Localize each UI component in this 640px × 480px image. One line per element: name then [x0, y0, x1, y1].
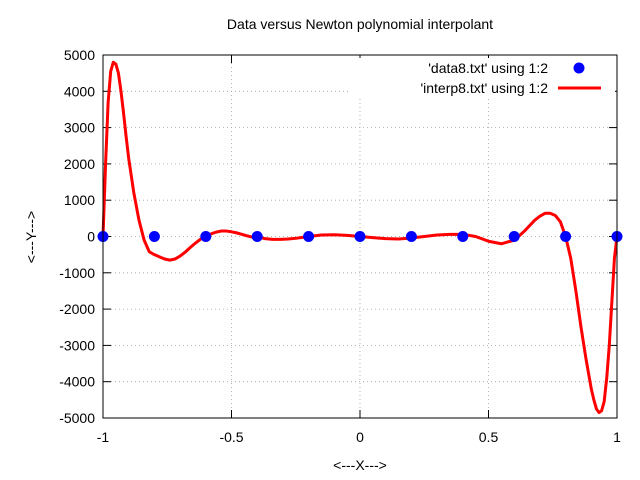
- plot-frame: [102, 54, 618, 419]
- x-tick-label: -1: [97, 429, 110, 445]
- legend: 'data8.txt' using 1:2 'interp8.txt' using…: [350, 58, 615, 98]
- y-tick-label: -4000: [59, 374, 95, 390]
- x-tick-label: -0.5: [219, 429, 243, 445]
- data-point: [148, 231, 160, 242]
- data-point: [508, 231, 520, 242]
- data-point: [354, 231, 366, 242]
- axes: -1 -0.5 0 0.5 1 -5000 -4000 -3000 -2000 -1000 0 100…: [59, 47, 621, 445]
- y-tick-label: 1000: [64, 192, 95, 208]
- data-point: [457, 231, 469, 242]
- y-axis-label: <---Y--->: [23, 211, 39, 263]
- y-tick-label: -1000: [59, 265, 95, 281]
- y-tick-label: 5000: [64, 47, 95, 63]
- chart-title: Data versus Newton polynomial interpolan…: [227, 16, 493, 32]
- y-tick-label: -3000: [59, 337, 95, 353]
- legend-label-data: 'data8.txt' using 1:2: [428, 60, 548, 76]
- legend-label-interp: 'interp8.txt' using 1:2: [420, 80, 548, 96]
- data-point: [251, 231, 263, 242]
- y-tick-label: 2000: [64, 156, 95, 172]
- y-tick-label: -2000: [59, 301, 95, 317]
- legend-marker-points: [573, 62, 585, 74]
- x-tick-label: 1: [613, 429, 621, 445]
- data-point: [560, 231, 572, 242]
- x-tick-label: 0.5: [479, 429, 499, 445]
- data-point: [405, 231, 417, 242]
- data-point: [200, 231, 212, 242]
- x-tick-label: 0: [356, 429, 364, 445]
- x-axis-label: <---X--->: [333, 457, 387, 473]
- data-point: [303, 231, 315, 242]
- legend-background: [350, 58, 615, 98]
- plot-area: [97, 60, 623, 415]
- y-tick-label: 0: [87, 229, 95, 245]
- y-tick-label: 3000: [64, 120, 95, 136]
- y-tick-label: -5000: [59, 410, 95, 426]
- y-tick-label: 4000: [64, 83, 95, 99]
